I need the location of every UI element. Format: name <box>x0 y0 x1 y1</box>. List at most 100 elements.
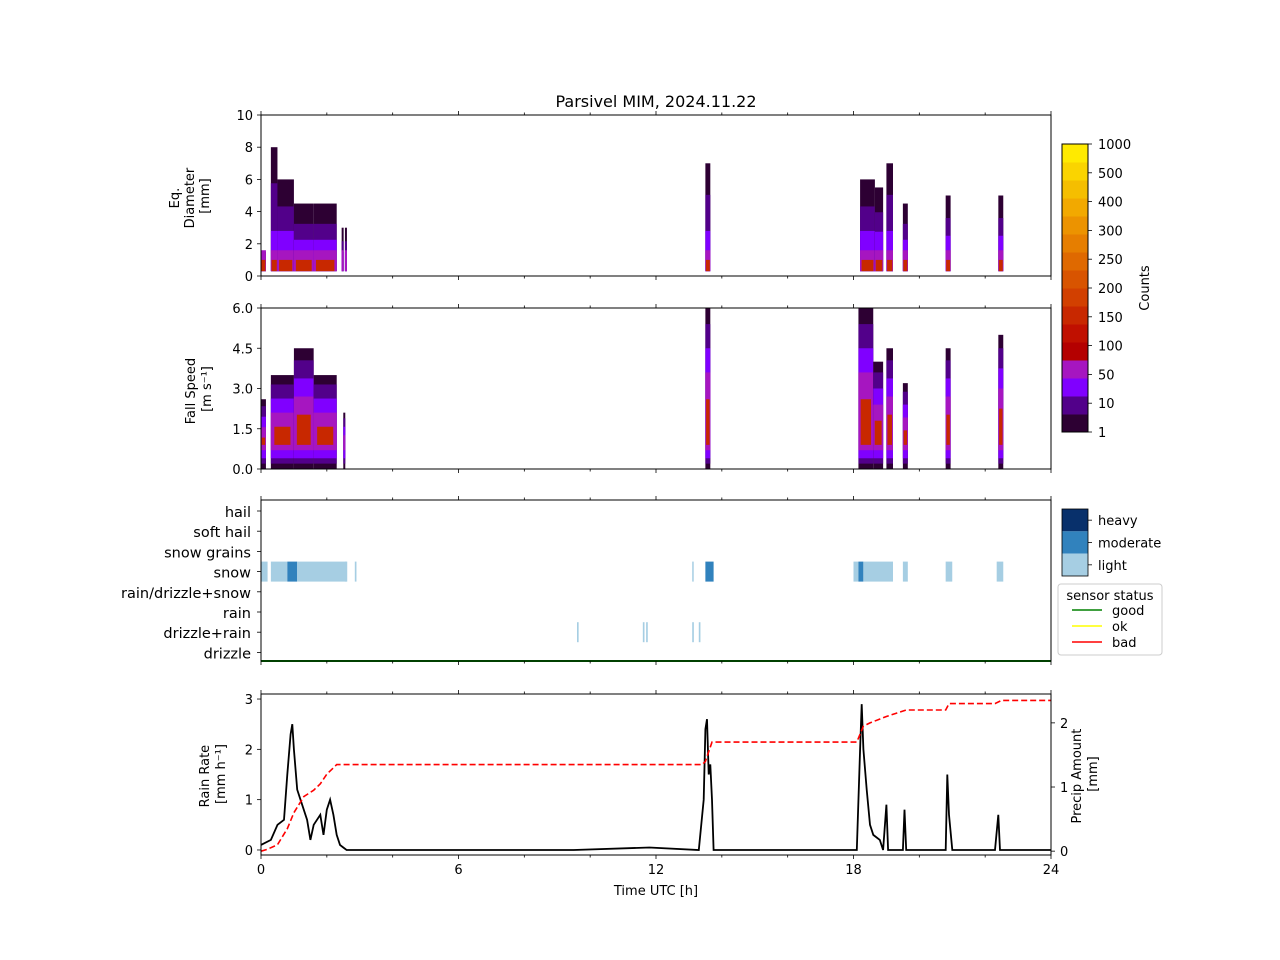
colorbar-cell <box>1062 162 1088 181</box>
rain-yticks: 0 1 2 3 <box>245 693 261 859</box>
y-tick-label: 8 <box>245 141 253 156</box>
fallspeed-yticks: 0.0 1.5 3.0 4.5 6.0 <box>232 302 261 478</box>
precip-type-label: snow grains <box>164 545 251 561</box>
precip-type-axes-frame <box>260 499 1052 662</box>
x-tick-label: 12 <box>648 863 665 878</box>
diameter-cell-peak <box>279 259 293 272</box>
status-legend-ok-label: ok <box>1112 620 1128 635</box>
x-tick-label: 18 <box>845 863 862 878</box>
diameter-panel: 0 2 4 6 8 10 Eq. Diameter [mm] <box>168 109 1052 285</box>
colorbar-cells <box>1062 144 1088 433</box>
colorbar-label: Counts <box>1138 265 1153 311</box>
precip-type-segment <box>577 622 579 643</box>
colorbar-cell <box>1062 144 1088 163</box>
colorbar-cell <box>1062 180 1088 199</box>
diameter-cell-core <box>341 250 344 272</box>
fallspeed-cell-peak <box>999 408 1003 445</box>
fallspeed-axes-frame <box>260 307 1052 470</box>
colorbar-cell <box>1062 198 1088 217</box>
precip-type-label: rain <box>223 606 251 622</box>
intensity-swatch <box>1062 509 1088 532</box>
y-tick-label: 0 <box>245 844 253 859</box>
colorbar-cell <box>1062 270 1088 289</box>
precip-type-segment <box>698 622 701 643</box>
intensity-label: heavy <box>1098 514 1138 529</box>
y-tick-label: 1 <box>1060 781 1068 796</box>
colorbar-tick-label: 1000 <box>1098 138 1131 153</box>
precip-type-segment <box>902 561 908 582</box>
diameter-cell-peak <box>705 259 710 272</box>
diameter-xticks <box>260 111 1052 280</box>
colorbar-tick-label: 1 <box>1098 426 1106 441</box>
fallspeed-cell-peak <box>296 414 311 445</box>
colorbar-tick-label: 100 <box>1098 340 1123 355</box>
fallspeed-xticks <box>260 304 1052 473</box>
precip-type-segment <box>996 561 1004 582</box>
colorbar-tick-label: 300 <box>1098 224 1123 239</box>
diameter-cell-peak <box>861 259 874 272</box>
colorbar-tick-label: 500 <box>1098 167 1123 182</box>
precip-type-label: drizzle+rain <box>163 626 251 642</box>
diameter-ylabel-line1: Eq. <box>168 188 183 209</box>
precip-type-segment <box>945 561 953 582</box>
colorbar-tick-label: 400 <box>1098 196 1123 211</box>
diameter-cell-peak <box>315 259 335 272</box>
diameter-cell-peak <box>887 259 893 272</box>
diameter-cell-mid <box>270 183 278 272</box>
precip-type-label: snow <box>214 566 252 582</box>
colorbar-cell <box>1062 378 1088 397</box>
precip-type-segment <box>692 622 694 643</box>
y-tick-label: 0 <box>1060 845 1068 860</box>
colorbar-cell <box>1062 306 1088 325</box>
y-tick-label: 4 <box>245 206 253 221</box>
precip-type-segment <box>705 561 714 582</box>
precip-amount-line <box>260 699 1051 852</box>
diameter-cell-peak <box>271 259 277 272</box>
fallspeed-cell-peak <box>887 414 893 445</box>
colorbar-tick-label: 250 <box>1098 253 1123 268</box>
precip-amount-yticks: 0 1 2 <box>1051 717 1068 860</box>
rain-ylabel-line1: Rain Rate <box>198 745 213 808</box>
fallspeed-cell-core <box>343 435 346 451</box>
figure-title: Parsivel MIM, 2024.11.22 <box>555 92 756 111</box>
rain-lines <box>260 699 1051 852</box>
intensity-legend: heavy moderate light <box>1061 508 1161 577</box>
y-tick-label: 0 <box>245 270 253 285</box>
y-tick-label: 3.0 <box>232 383 253 398</box>
precip-type-segment <box>270 561 288 582</box>
diameter-yticks: 0 2 4 6 8 10 <box>236 109 261 285</box>
y-tick-label: 1.5 <box>232 423 253 438</box>
colorbar-ticks: 1 10 50 100 150 200 250 300 400 500 1000 <box>1088 138 1131 441</box>
colorbar-cell <box>1062 396 1088 415</box>
rain-rate-line <box>260 704 1051 851</box>
colorbar-cell <box>1062 414 1088 433</box>
fallspeed-heatmap <box>261 308 1004 469</box>
sensor-status-legend-title: sensor status <box>1066 589 1153 604</box>
precip-amount-ylabel-line2: [mm] <box>1086 756 1101 791</box>
y-tick-label: 1 <box>245 794 253 809</box>
diameter-cell-peak <box>998 259 1003 272</box>
fallspeed-cell-peak <box>317 426 334 445</box>
diameter-cell-peak <box>946 259 951 272</box>
y-tick-label: 10 <box>236 109 253 124</box>
precip-amount-ylabel-line1: Precip Amount <box>1070 729 1085 824</box>
intensity-label: light <box>1098 559 1127 574</box>
y-tick-label: 0.0 <box>232 463 253 478</box>
diameter-cell-core <box>344 250 347 272</box>
y-tick-label: 2 <box>245 238 253 253</box>
precip-type-segment <box>354 561 357 582</box>
status-legend-bad-label: bad <box>1112 636 1136 651</box>
y-tick-label: 2 <box>1060 717 1068 732</box>
precip-type-marks <box>261 561 1004 643</box>
precip-amount-ylabel: Precip Amount [mm] <box>1070 724 1101 823</box>
rain-ylabel-line2: [mm h⁻¹] <box>214 744 229 804</box>
fallspeed-panel: 0.0 1.5 3.0 4.5 6.0 Fall Speed [m s⁻¹] <box>184 302 1052 478</box>
precip-type-xticks <box>260 496 1052 665</box>
intensity-legend-frame <box>1061 508 1089 577</box>
rain-ylabel: Rain Rate [mm h⁻¹] <box>198 741 229 808</box>
precip-type-yticks: hail soft hail snow grains snow rain/drizzle… <box>121 505 261 662</box>
colorbar-tick-label: 10 <box>1098 397 1115 412</box>
fallspeed-ylabel-line1: Fall Speed <box>184 358 199 424</box>
x-tick-label: 0 <box>257 863 265 878</box>
